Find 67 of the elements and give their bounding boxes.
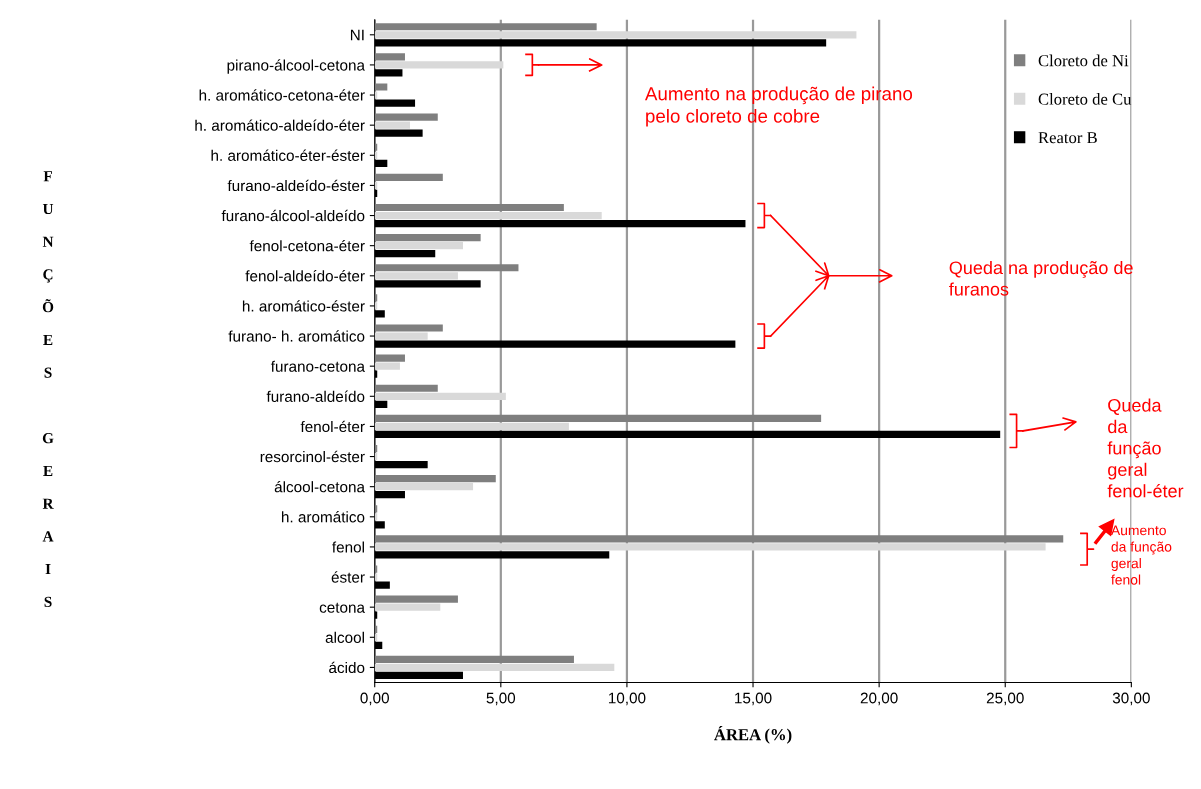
y-tick-label: furano-aldeído — [266, 390, 365, 402]
y-tick-label: h. aromático-cetona-éter — [199, 89, 365, 101]
y-tick-label: fenol-aldeído-éter — [245, 270, 365, 282]
bar — [374, 113, 438, 121]
bar — [374, 655, 574, 663]
bar — [374, 53, 405, 61]
bar — [374, 392, 506, 400]
bar — [374, 61, 504, 69]
bar — [374, 603, 441, 611]
y-tick-label: h. aromático-éster — [242, 300, 365, 312]
y-tick-label: h. aromático-aldeído-éter — [195, 119, 365, 131]
y-tick-label: furano- h. aromático — [228, 330, 365, 342]
bar — [374, 422, 569, 431]
y-tick-label: ácido — [329, 661, 365, 674]
y-tick-label: h. aromático-éter-éster — [211, 149, 365, 161]
y-tick-label: álcool-cetona — [274, 480, 365, 493]
bar — [374, 475, 496, 483]
x-axis-title: ÁREA (%) — [714, 725, 792, 744]
y-tick-label: éster — [331, 571, 365, 583]
y-tick-label: cetona — [319, 602, 365, 613]
bar — [374, 414, 822, 422]
bar — [374, 535, 1064, 543]
x-tick-label: 5,00 — [486, 692, 516, 706]
annotation: Aumento na produção de pirano pelo cloreto de cobre — [644, 86, 913, 127]
x-tick-label: 25,00 — [986, 692, 1024, 706]
bar — [374, 663, 615, 672]
bar — [374, 384, 438, 392]
y-tick-label: fenol-éter — [300, 420, 365, 433]
bar — [374, 23, 597, 31]
y-tick-label: resorcinol-éster — [260, 450, 365, 463]
y-tick-label: furano-aldeído-éster — [227, 179, 365, 192]
x-tick-label: 30,00 — [1112, 692, 1150, 706]
bar — [374, 121, 411, 129]
bar — [374, 272, 458, 280]
x-tick-label: 15,00 — [735, 692, 772, 706]
y-tick-label: fenol — [332, 541, 364, 553]
y-tick-label: pirano-álcool-cetona — [227, 59, 365, 74]
bar — [374, 543, 1046, 551]
bar — [374, 264, 519, 272]
x-tick-label: 10,00 — [608, 692, 646, 706]
bar — [374, 173, 443, 181]
bar — [374, 242, 463, 250]
y-tick-label: fenol-cetona-éter — [249, 239, 365, 252]
y-tick-label: alcool — [325, 631, 364, 643]
bar — [374, 234, 481, 242]
bar — [374, 203, 564, 212]
y-tick-label: furano-cetona — [270, 360, 365, 372]
bar — [374, 324, 443, 332]
annotation: Queda da função geral fenol-éter — [1107, 398, 1184, 498]
bar — [374, 211, 602, 220]
y-tick-label: furano-álcool-aldeído — [221, 209, 365, 222]
text: FUNÇÕES GERAIS — [42, 171, 54, 608]
x-tick-label: 0,00 — [360, 692, 389, 706]
legend-label: Cloreto de Ni — [1038, 54, 1129, 67]
legend-label: Reator B — [1038, 132, 1097, 144]
bar — [374, 595, 458, 603]
y-tick-label: NI — [350, 29, 364, 41]
bar — [374, 354, 405, 362]
bar — [374, 483, 474, 491]
bar — [374, 83, 388, 91]
legend-label: Cloreto de Cu — [1038, 93, 1132, 105]
bar — [374, 31, 857, 39]
bar — [374, 362, 400, 370]
y-tick-label: h. aromático — [281, 511, 365, 523]
annotation: Queda na produção de furanos — [949, 260, 1133, 296]
bar — [374, 332, 428, 340]
x-tick-label: 20,00 — [860, 692, 898, 706]
